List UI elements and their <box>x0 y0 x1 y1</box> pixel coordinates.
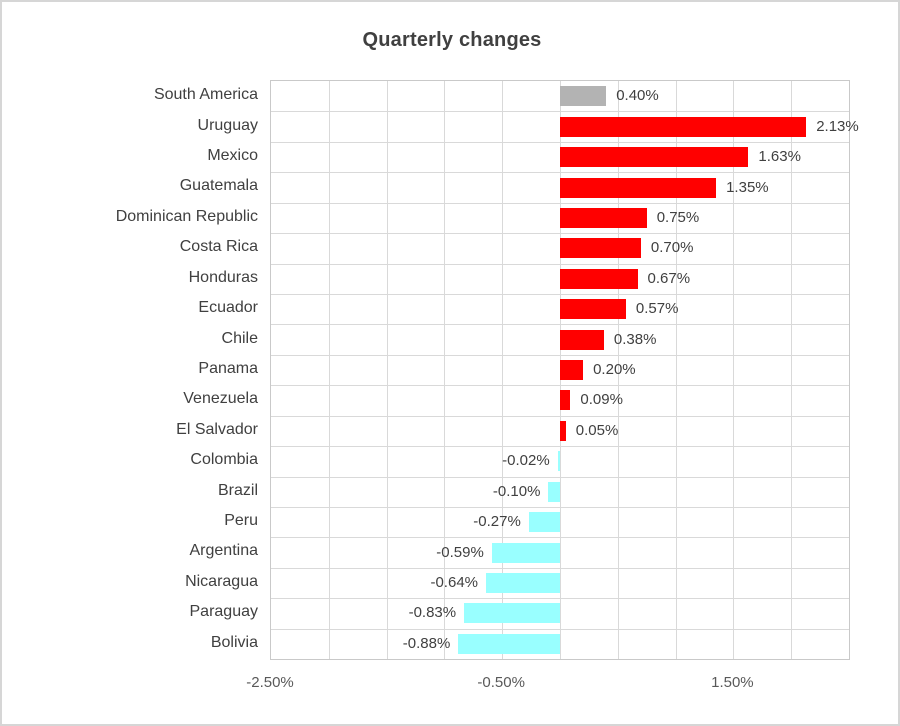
value-label: 0.57% <box>635 300 679 318</box>
bar <box>464 603 560 624</box>
bar <box>560 147 749 168</box>
value-label: 0.05% <box>575 421 619 439</box>
horizontal-gridline <box>271 202 849 204</box>
bar <box>560 420 566 441</box>
category-label: Chile <box>221 329 258 347</box>
category-label: Venezuela <box>183 390 258 408</box>
bar <box>560 86 607 107</box>
horizontal-gridline <box>271 354 849 356</box>
x-axis-tick-label: -0.50% <box>477 674 525 691</box>
category-label: Mexico <box>207 146 258 164</box>
value-label: -0.83% <box>408 604 457 622</box>
vertical-gridline <box>386 81 388 659</box>
value-label: 1.35% <box>726 178 769 196</box>
vertical-gridline <box>328 81 330 659</box>
bar <box>486 572 560 593</box>
category-label: Nicaragua <box>185 572 258 590</box>
bar <box>458 633 560 654</box>
category-label: Uruguay <box>197 116 258 134</box>
bar <box>560 268 638 289</box>
vertical-gridline <box>444 81 446 659</box>
value-label: 0.38% <box>613 330 657 348</box>
horizontal-gridline <box>271 324 849 326</box>
category-label: Honduras <box>188 268 258 286</box>
category-label: Dominican Republic <box>115 207 258 225</box>
category-label: Panama <box>198 359 258 377</box>
category-label: Paraguay <box>189 603 259 621</box>
vertical-gridline <box>502 81 504 659</box>
x-axis: -2.50% -0.50% 1.50% <box>2 668 898 698</box>
horizontal-gridline <box>271 476 849 478</box>
category-label: El Salvador <box>176 420 258 438</box>
horizontal-gridline <box>271 567 849 569</box>
bar <box>560 116 807 137</box>
x-axis-tick-label: 1.50% <box>711 674 754 691</box>
plot-area: 0.40% 2.13% 1.63% 1.35% 0.75% 0.70% 0.67% 0.57%… <box>270 80 859 660</box>
value-label: 0.67% <box>647 269 691 287</box>
bar <box>560 207 647 228</box>
bar <box>557 451 560 472</box>
bar <box>560 299 626 320</box>
bar <box>560 390 571 411</box>
value-label: 0.70% <box>650 239 694 257</box>
horizontal-gridline <box>271 263 849 265</box>
bar <box>548 481 560 502</box>
category-label: South America <box>153 86 258 104</box>
x-axis-tick-label: -2.50% <box>246 674 294 691</box>
bar <box>491 542 560 563</box>
horizontal-gridline <box>271 506 849 508</box>
horizontal-gridline <box>271 628 849 630</box>
category-label: Brazil <box>217 481 258 499</box>
vertical-gridline <box>791 81 793 659</box>
value-label: 0.20% <box>593 361 636 378</box>
category-axis: South America Uruguay Mexico Guatemala Domin… <box>2 80 258 658</box>
value-label: -0.10% <box>492 482 541 500</box>
bar <box>560 238 641 259</box>
vertical-gridline <box>617 81 619 659</box>
category-label: Costa Rica <box>179 238 258 256</box>
vertical-gridline <box>675 81 677 659</box>
category-label: Ecuador <box>198 299 258 317</box>
value-label: -0.27% <box>473 513 521 531</box>
value-label: -0.59% <box>436 543 484 561</box>
vertical-gridline <box>733 81 735 659</box>
category-label: Guatemala <box>179 177 258 195</box>
value-label: 1.63% <box>758 148 801 166</box>
value-label: 0.75% <box>656 208 700 226</box>
horizontal-gridline <box>271 111 849 113</box>
value-label: 2.13% <box>816 117 859 135</box>
horizontal-gridline <box>271 446 849 448</box>
bar <box>560 360 584 380</box>
horizontal-gridline <box>271 233 849 235</box>
value-label: -0.64% <box>430 573 478 591</box>
category-label: Argentina <box>189 542 259 560</box>
bar <box>560 329 604 350</box>
value-label: 0.09% <box>580 391 623 409</box>
value-label: -0.88% <box>402 634 451 652</box>
chart-title: Quarterly changes <box>362 29 542 51</box>
category-label: Bolivia <box>210 633 258 651</box>
category-label: Peru <box>224 512 258 530</box>
value-label: -0.02% <box>502 452 550 470</box>
horizontal-gridline <box>271 385 849 387</box>
bar <box>528 512 560 533</box>
value-label: 0.40% <box>616 87 659 105</box>
horizontal-gridline <box>271 598 849 600</box>
horizontal-gridline <box>271 415 849 417</box>
category-label: Colombia <box>190 451 258 469</box>
horizontal-gridline <box>271 293 849 295</box>
horizontal-gridline <box>271 172 849 174</box>
bar <box>560 177 717 198</box>
horizontal-gridline <box>271 141 849 143</box>
horizontal-gridline <box>271 537 849 539</box>
